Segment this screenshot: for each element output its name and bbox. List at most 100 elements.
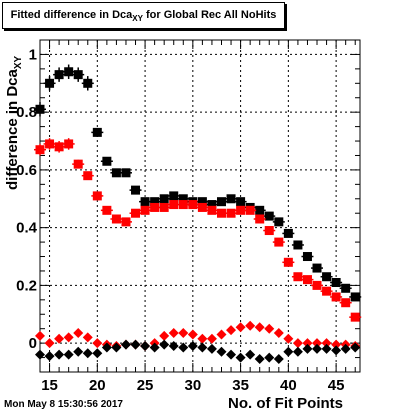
diamond-marker xyxy=(44,338,55,349)
diamond-marker xyxy=(245,349,256,360)
diamond-marker xyxy=(340,343,351,354)
square-marker xyxy=(169,200,179,210)
diamond-marker xyxy=(35,349,45,360)
square-marker xyxy=(283,228,293,238)
x-axis-title: No. of Fit Points xyxy=(228,395,343,412)
square-marker xyxy=(226,194,236,204)
diamond-marker xyxy=(216,329,227,340)
diamond-marker xyxy=(54,333,65,344)
square-marker xyxy=(226,208,236,218)
square-marker xyxy=(197,197,207,207)
square-marker xyxy=(150,202,160,212)
diamond-marker xyxy=(226,325,237,336)
diamond-marker xyxy=(159,330,170,341)
square-marker xyxy=(245,205,255,215)
diamond-marker xyxy=(168,341,179,352)
diamond-marker xyxy=(63,349,74,360)
x-tick-label: 15 xyxy=(41,377,58,394)
diamond-marker xyxy=(54,349,65,360)
y-tick-label: 0.4 xyxy=(16,220,38,237)
x-tick-label: 40 xyxy=(280,377,297,394)
square-marker xyxy=(64,67,74,77)
diamond-marker xyxy=(92,348,103,359)
diamond-marker xyxy=(197,342,208,353)
diamond-marker xyxy=(264,352,275,363)
square-marker xyxy=(83,78,93,88)
diamond-marker xyxy=(140,341,151,352)
square-marker xyxy=(159,194,169,204)
square-marker xyxy=(255,205,265,215)
diamond-marker xyxy=(321,338,332,349)
square-marker xyxy=(293,272,303,282)
diamond-marker xyxy=(235,322,246,333)
square-marker xyxy=(312,263,322,273)
diamond-marker xyxy=(73,346,84,357)
square-marker xyxy=(54,70,64,80)
diamond-marker xyxy=(178,328,189,339)
square-marker xyxy=(293,240,303,250)
chart-title-box: Fitted difference in DcaXY for Global Re… xyxy=(2,2,285,29)
square-marker xyxy=(121,217,131,227)
square-marker xyxy=(45,78,55,88)
diamond-marker xyxy=(216,346,227,357)
square-marker xyxy=(236,205,246,215)
diamond-marker xyxy=(273,328,284,339)
square-marker xyxy=(216,208,226,218)
diamond-marker xyxy=(245,320,256,331)
diamond-marker xyxy=(264,323,275,334)
square-marker xyxy=(92,191,102,201)
y-tick-label: 0.6 xyxy=(16,162,37,179)
square-marker xyxy=(111,168,121,178)
diamond-marker xyxy=(350,342,361,353)
square-marker xyxy=(64,139,74,149)
square-marker xyxy=(283,257,293,267)
square-marker xyxy=(341,298,351,308)
square-marker xyxy=(54,142,64,152)
diamond-marker xyxy=(120,339,131,350)
diamond-marker xyxy=(312,338,323,349)
diamond-marker xyxy=(206,333,217,344)
diamond-marker xyxy=(187,341,198,352)
square-marker xyxy=(216,197,226,207)
square-marker xyxy=(73,159,83,169)
chart-title-prefix: Fitted difference in Dca xyxy=(10,9,133,21)
y-axis-title: difference in DcaXY xyxy=(4,56,24,190)
y-tick-label: 0.2 xyxy=(16,277,37,294)
diamond-marker xyxy=(159,339,170,350)
chart-title-subscript: XY xyxy=(132,14,143,24)
square-marker xyxy=(197,202,207,212)
square-marker xyxy=(35,145,45,155)
diamond-marker xyxy=(331,339,342,350)
square-marker xyxy=(236,197,246,207)
x-tick-label: 45 xyxy=(328,377,345,394)
square-marker xyxy=(341,283,351,293)
diamond-marker xyxy=(302,343,313,354)
square-marker xyxy=(102,156,112,166)
diamond-marker xyxy=(82,348,93,359)
square-marker xyxy=(178,194,188,204)
square-marker xyxy=(121,168,131,178)
square-marker xyxy=(169,191,179,201)
diamond-marker xyxy=(44,351,55,362)
x-tick-label: 20 xyxy=(89,377,106,394)
diamond-marker xyxy=(178,342,189,353)
chart-title-suffix: for Global Rec All NoHits xyxy=(142,9,277,21)
square-marker xyxy=(159,202,169,212)
square-marker xyxy=(150,197,160,207)
diamond-marker xyxy=(149,342,160,353)
square-marker xyxy=(255,214,265,224)
diamond-marker xyxy=(283,333,294,344)
square-marker xyxy=(302,252,312,262)
diamond-marker xyxy=(92,338,103,349)
diamond-marker xyxy=(187,329,198,340)
diamond-marker xyxy=(35,330,45,341)
diamond-marker xyxy=(273,354,284,365)
square-marker xyxy=(102,205,112,215)
x-tick-label: 30 xyxy=(184,377,201,394)
diamond-marker xyxy=(101,342,112,353)
diamond-marker xyxy=(312,343,323,354)
square-marker xyxy=(178,200,188,210)
date-stamp: Mon May 8 15:30:56 2017 xyxy=(4,399,123,410)
diamond-marker xyxy=(82,332,93,343)
